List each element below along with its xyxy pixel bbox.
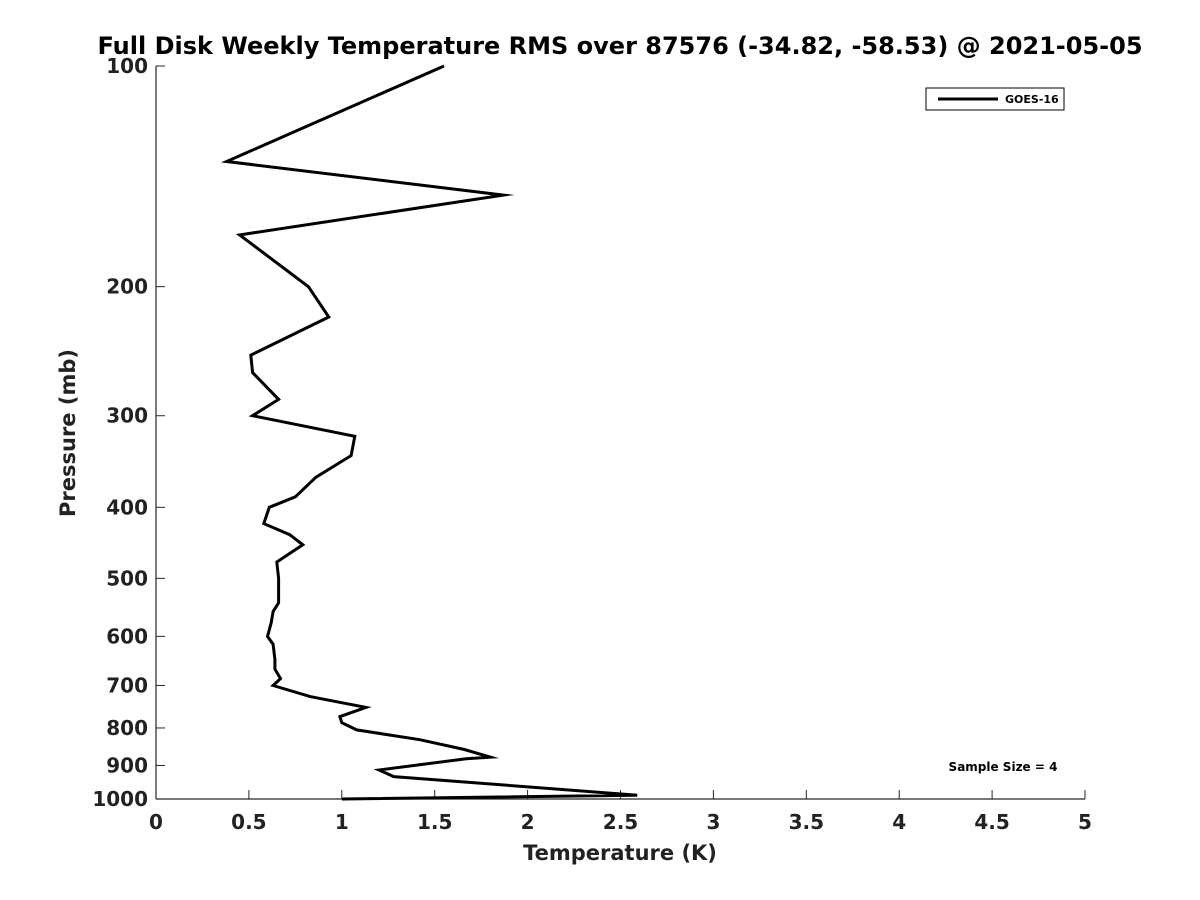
x-tick-label: 4	[892, 810, 906, 834]
y-tick-label: 300	[106, 404, 148, 428]
y-tick-label: 1000	[92, 787, 148, 811]
x-tick-label: 3.5	[789, 810, 824, 834]
series-layer	[220, 64, 638, 801]
y-tick-label: 600	[106, 624, 148, 648]
y-tick-label: 400	[106, 495, 148, 519]
x-tick-label: 1	[335, 810, 349, 834]
y-tick-label: 700	[106, 673, 148, 697]
sample-size-annotation: Sample Size = 4	[949, 760, 1058, 774]
y-tick-label: 200	[106, 275, 148, 299]
y-tick-label: 500	[106, 566, 148, 590]
y-tick-label: 800	[106, 716, 148, 740]
ticks: 0 0.5 1 1.5 2 2.5 3 3.5 4 4.5 5 100 200 300 400 500 600 7…	[92, 54, 1092, 834]
legend-entry-goes-16: GOES-16	[1005, 93, 1059, 106]
legend: GOES-16	[925, 87, 1065, 111]
axes	[155, 66, 1085, 800]
x-tick-label: 4.5	[974, 810, 1009, 834]
x-tick-label: 0.5	[231, 810, 266, 834]
y-tick-label: 900	[106, 753, 148, 777]
y-axis-label: Pressure (mb)	[56, 349, 80, 517]
x-tick-label: 2.5	[603, 810, 638, 834]
x-tick-label: 0	[149, 810, 163, 834]
chart-title: Full Disk Weekly Temperature RMS over 87…	[97, 32, 1142, 60]
x-tick-label: 3	[706, 810, 720, 834]
x-tick-label: 2	[521, 810, 535, 834]
y-tick-label: 100	[106, 54, 148, 78]
x-axis-label: Temperature (K)	[523, 841, 717, 865]
x-tick-label: 5	[1078, 810, 1092, 834]
series-line-goes-16	[220, 64, 638, 801]
x-tick-label: 1.5	[417, 810, 452, 834]
